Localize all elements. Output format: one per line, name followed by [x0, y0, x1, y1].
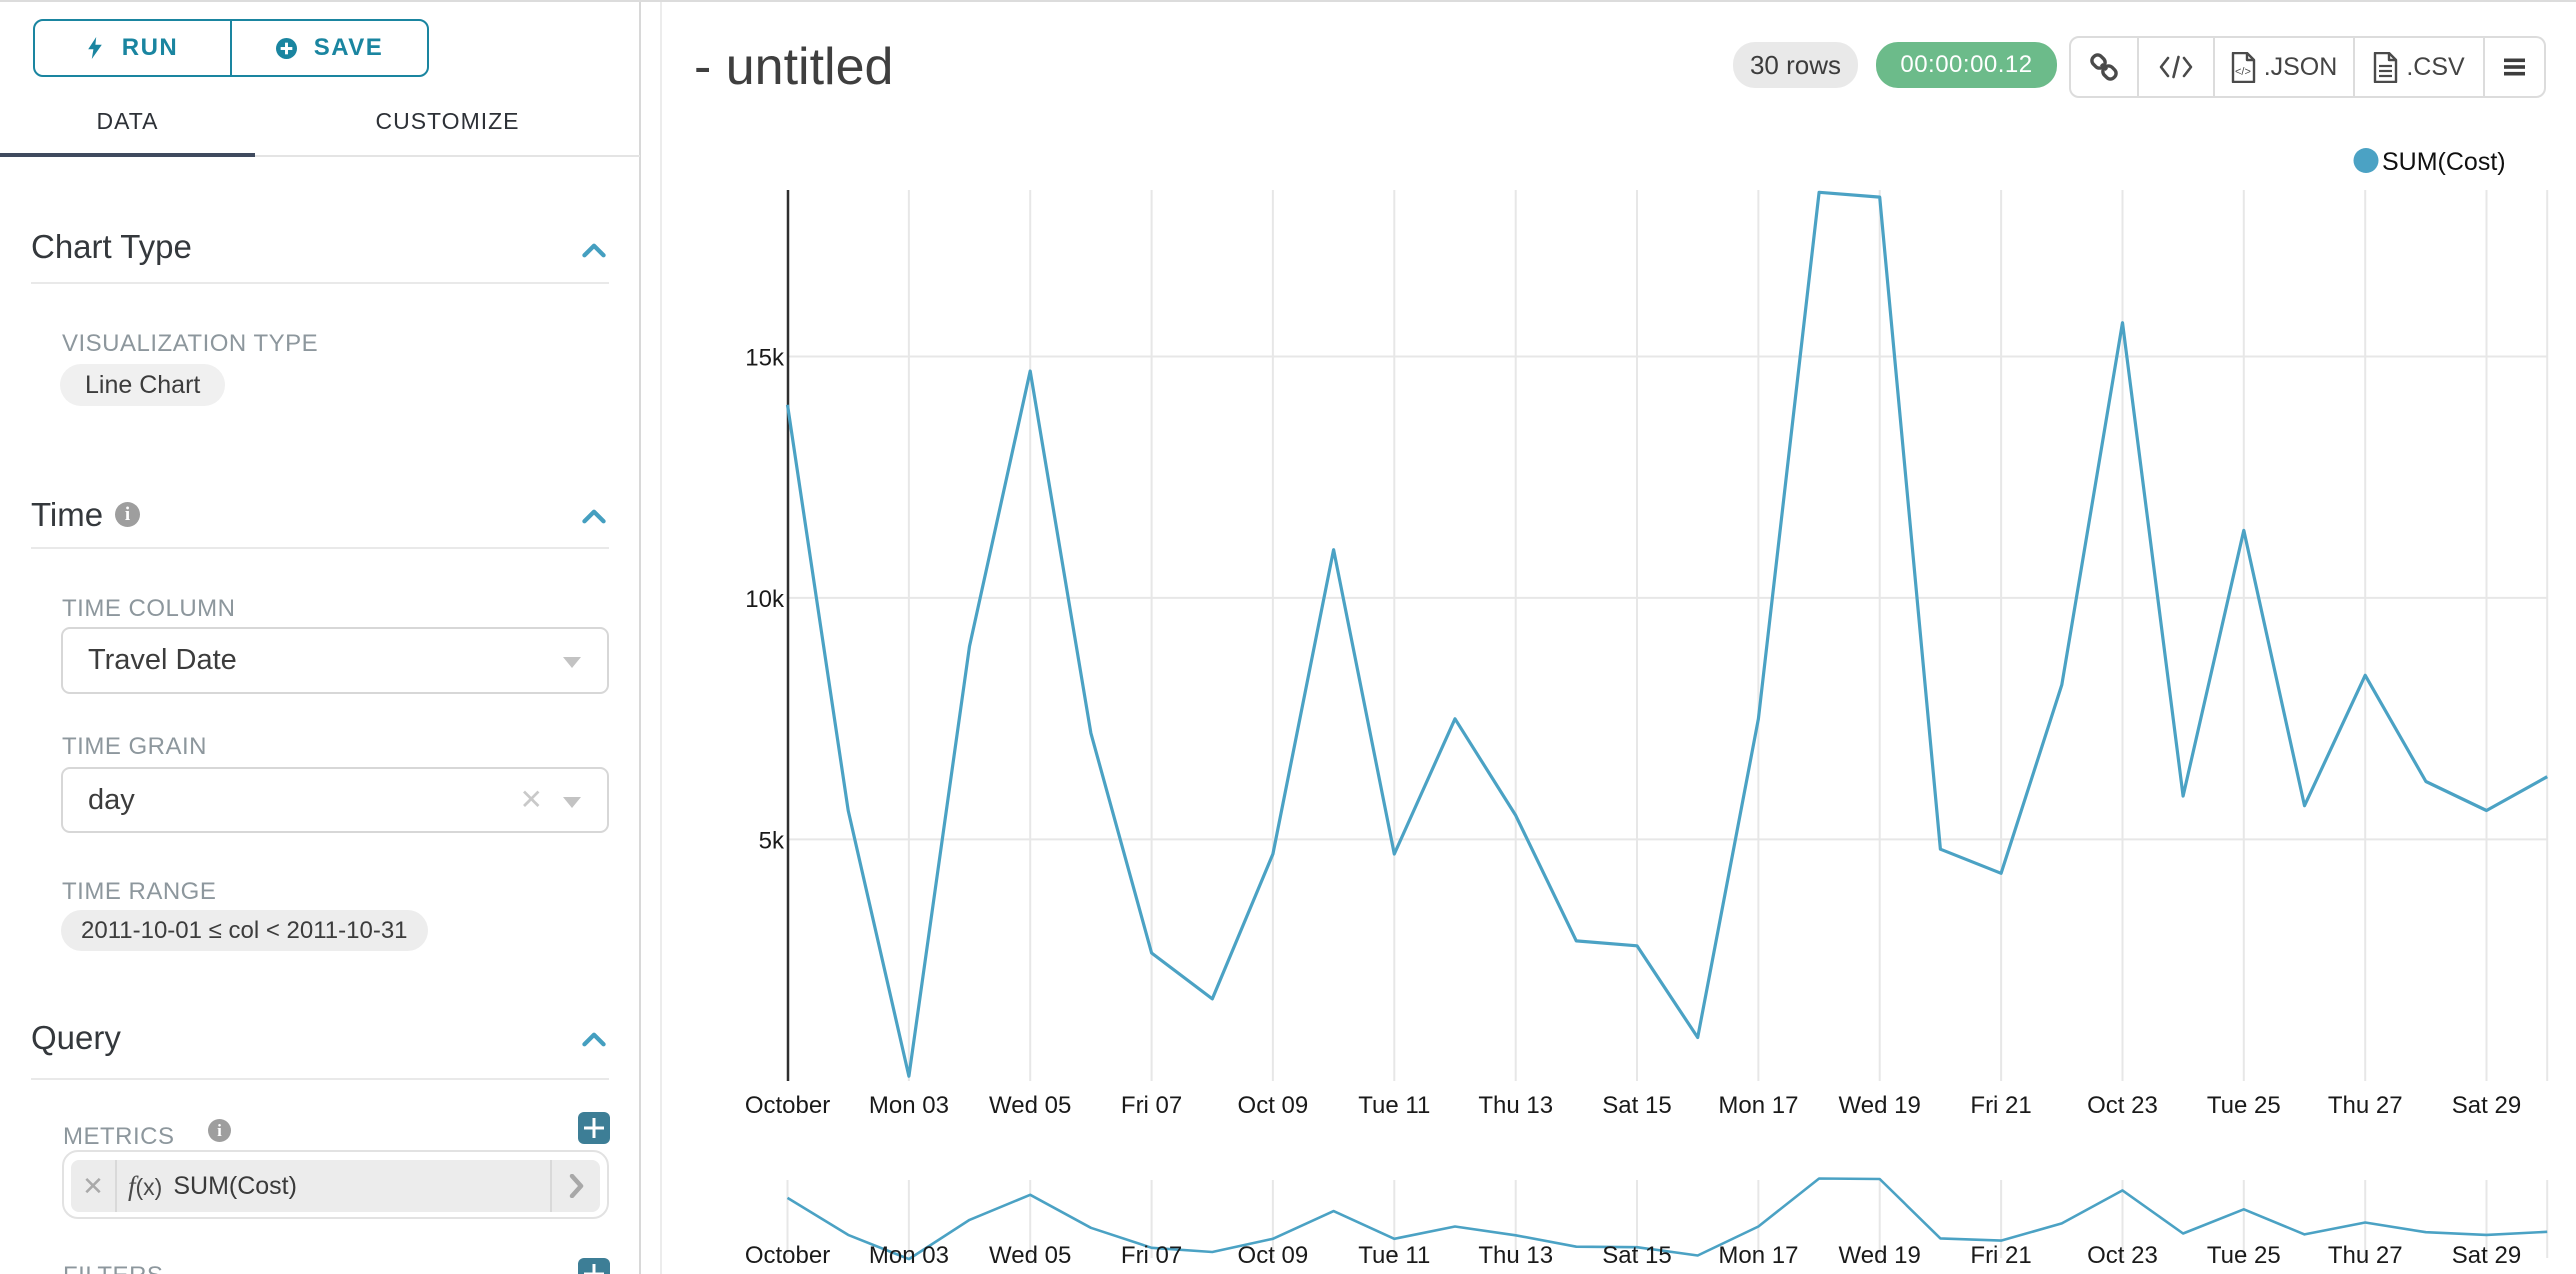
svg-text:Mon 03: Mon 03 — [869, 1242, 949, 1269]
svg-text:Thu 13: Thu 13 — [1478, 1092, 1553, 1119]
svg-text:Mon 03: Mon 03 — [869, 1092, 949, 1119]
svg-text:Sat 29: Sat 29 — [2452, 1092, 2521, 1119]
svg-text:</>: </> — [2235, 66, 2251, 78]
svg-text:Sat 29: Sat 29 — [2452, 1242, 2521, 1269]
svg-text:Sat 15: Sat 15 — [1602, 1092, 1671, 1119]
svg-text:10k: 10k — [745, 586, 785, 613]
svg-text:Oct 09: Oct 09 — [1238, 1242, 1309, 1269]
svg-text:Fri 07: Fri 07 — [1121, 1242, 1182, 1269]
svg-text:Fri 21: Fri 21 — [1970, 1242, 2031, 1269]
svg-text:Tue 25: Tue 25 — [2207, 1242, 2281, 1269]
svg-text:Thu 13: Thu 13 — [1478, 1242, 1553, 1269]
svg-text:15k: 15k — [745, 345, 785, 372]
svg-text:Sat 15: Sat 15 — [1602, 1242, 1671, 1269]
svg-text:Oct 23: Oct 23 — [2087, 1242, 2158, 1269]
svg-text:Thu 27: Thu 27 — [2328, 1092, 2403, 1119]
svg-text:Mon 17: Mon 17 — [1718, 1092, 1798, 1119]
svg-text:5k: 5k — [759, 827, 785, 854]
svg-text:Fri 21: Fri 21 — [1970, 1092, 2031, 1119]
svg-text:SUM(Cost): SUM(Cost) — [2382, 148, 2506, 176]
svg-text:Thu 27: Thu 27 — [2328, 1242, 2403, 1269]
svg-text:Oct 23: Oct 23 — [2087, 1092, 2158, 1119]
svg-text:Tue 25: Tue 25 — [2207, 1092, 2281, 1119]
svg-text:Tue 11: Tue 11 — [1358, 1242, 1430, 1269]
svg-text:Fri 07: Fri 07 — [1121, 1092, 1182, 1119]
svg-text:Wed 19: Wed 19 — [1839, 1242, 1921, 1269]
svg-text:October: October — [745, 1092, 830, 1119]
svg-text:Wed 05: Wed 05 — [989, 1242, 1071, 1269]
svg-text:October: October — [745, 1242, 830, 1269]
svg-text:Oct 09: Oct 09 — [1238, 1092, 1309, 1119]
svg-text:Wed 05: Wed 05 — [989, 1092, 1071, 1119]
svg-text:Mon 17: Mon 17 — [1718, 1242, 1798, 1269]
svg-text:Wed 19: Wed 19 — [1839, 1092, 1921, 1119]
svg-text:Tue 11: Tue 11 — [1358, 1092, 1430, 1119]
